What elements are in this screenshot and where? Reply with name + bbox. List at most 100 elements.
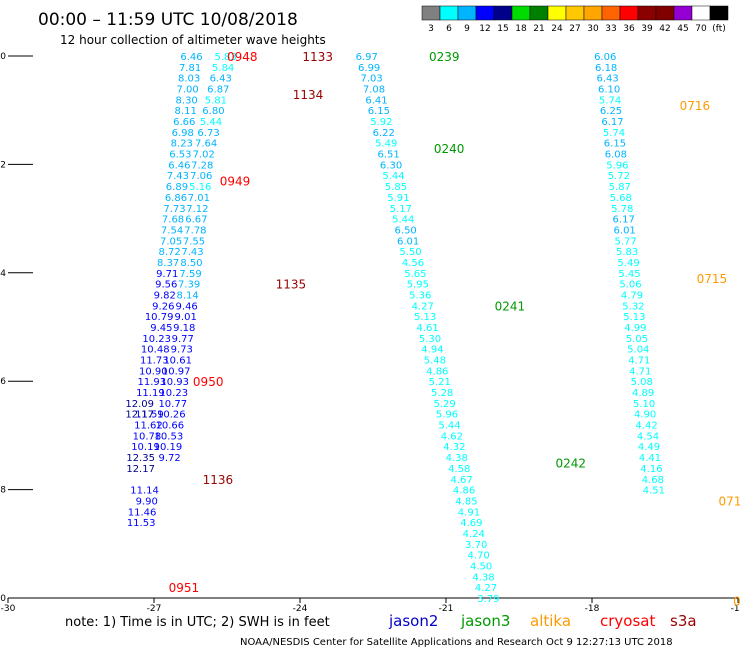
swh-point: 4.24 — [463, 529, 485, 540]
swh-point: 6.73 — [197, 128, 219, 139]
colorbar-swatch — [457, 5, 477, 21]
legend-item: altika — [530, 612, 571, 630]
pass-time-label: 1135 — [276, 278, 307, 292]
swh-point: 4.38 — [472, 572, 494, 583]
swh-point: 4.79 — [621, 290, 643, 301]
swh-point: 5.44 — [438, 421, 460, 432]
swh-point: 4.61 — [416, 323, 438, 334]
swh-point: 11.53 — [127, 518, 156, 529]
swh-point: 5.28 — [431, 388, 453, 399]
swh-point: 10.26 — [157, 410, 186, 421]
colorbar-tick-label: 45 — [677, 24, 688, 34]
swh-point: 5.91 — [387, 193, 409, 204]
swh-point: 10.23 — [159, 388, 188, 399]
color-scale-bar: 3 6 9 12 15 18 21 24 27 30 33 36 39 42 45 70 (ft) — [421, 5, 729, 34]
swh-point: 7.02 — [193, 150, 215, 161]
satellite-legend: jason2 jason3 altika cryosat s3a — [388, 612, 697, 630]
swh-point: 7.54 — [161, 225, 183, 236]
colorbar-tick-label: 12 — [479, 24, 490, 34]
swh-point: 6.22 — [373, 128, 395, 139]
swh-point: 9.26 — [152, 301, 174, 312]
swh-point: 7.28 — [191, 160, 213, 171]
swh-point: 9.77 — [172, 334, 194, 345]
swh-point: 5.96 — [436, 410, 458, 421]
pass-time-label: 1133 — [302, 50, 333, 64]
swh-point: 4.27 — [475, 583, 497, 594]
swh-point: 7.59 — [179, 269, 201, 280]
pass-time-label: 0239 — [429, 50, 460, 64]
swh-point: 7.64 — [195, 139, 217, 150]
swh-point: 5.13 — [623, 312, 645, 323]
swh-point: 6.86 — [165, 193, 187, 204]
x-tick-label: -27 — [147, 604, 162, 614]
x-tick-label: -30 — [1, 604, 16, 614]
swh-point: 4.91 — [458, 507, 480, 518]
swh-point: 10.19 — [154, 442, 183, 453]
x-tick-label: -24 — [293, 604, 308, 614]
x-tick-label: -15 — [731, 604, 740, 614]
colorbar-tick-label: 27 — [569, 24, 580, 34]
swh-point: 4.69 — [460, 518, 482, 529]
swh-point: 6.15 — [368, 106, 390, 117]
swh-point: 5.32 — [622, 301, 644, 312]
swh-point: 11.73 — [140, 356, 169, 367]
swh-point: 7.01 — [188, 193, 210, 204]
y-tick-label: -20 — [0, 594, 6, 604]
swh-point: 5.17 — [390, 204, 412, 215]
swh-point: 10.97 — [162, 366, 191, 377]
swh-point: 5.49 — [375, 139, 397, 150]
colorbar-tick-label: 39 — [641, 24, 653, 34]
swh-point: 5.04 — [627, 345, 649, 356]
swh-point: 5.49 — [617, 258, 639, 269]
y-tick-label: -16 — [0, 377, 6, 387]
colorbar-tick-label: 42 — [659, 24, 670, 34]
swh-point: 8.03 — [178, 74, 200, 85]
swh-point: 5.44 — [392, 215, 414, 226]
colorbar-swatch — [475, 5, 495, 21]
swh-point: 5.21 — [429, 377, 451, 388]
swh-point: 7.08 — [363, 85, 385, 96]
swh-point: 11.14 — [130, 486, 159, 497]
swh-point: 6.25 — [600, 106, 622, 117]
swh-point: 7.06 — [190, 171, 212, 182]
colorbar-tick-label: 33 — [605, 24, 616, 34]
swh-point: 7.68 — [162, 215, 184, 226]
swh-point: 7.78 — [184, 225, 206, 236]
swh-point: 9.71 — [156, 269, 178, 280]
swh-point: 4.89 — [632, 388, 654, 399]
swh-point: 7.12 — [186, 204, 208, 215]
swh-point: 4.85 — [455, 496, 477, 507]
swh-point: 5.68 — [610, 193, 632, 204]
swh-point: 12.17 — [125, 410, 154, 421]
swh-point: 6.17 — [601, 117, 623, 128]
swh-point: 9.18 — [173, 323, 195, 334]
swh-point: 5.44 — [200, 117, 222, 128]
swh-point: 6.97 — [356, 52, 378, 63]
plot-axes: -30 -27 -24 -21 -18 -15 -10 -12 -14 -16 -18 -20 — [0, 52, 740, 614]
swh-point: 5.45 — [618, 269, 640, 280]
swh-point: 9.90 — [136, 496, 158, 507]
swh-point: 4.67 — [451, 475, 473, 486]
colorbar-swatch — [655, 5, 675, 21]
colorbar-tick-label: 9 — [464, 24, 470, 34]
swh-point: 4.41 — [639, 453, 661, 464]
legend-item: jason2 — [388, 612, 438, 630]
colorbar-tick-label: (ft) — [712, 24, 726, 34]
colorbar-swatch — [493, 5, 513, 21]
swh-point: 7.39 — [178, 280, 200, 291]
swh-point: 6.30 — [380, 160, 402, 171]
swh-point: 5.06 — [619, 280, 641, 291]
swh-point: 10.23 — [142, 334, 171, 345]
swh-point: 11.93 — [138, 377, 167, 388]
y-tick-label: -14 — [0, 269, 6, 279]
swh-point: 4.86 — [426, 366, 448, 377]
pass-time-label: 0949 — [220, 175, 251, 189]
swh-point: 3.70 — [465, 540, 487, 551]
swh-point: 6.80 — [202, 106, 224, 117]
colorbar-tick-label: 15 — [497, 24, 508, 34]
swh-point: 4.38 — [446, 453, 468, 464]
swh-point: 4.68 — [642, 475, 664, 486]
swh-point: 6.18 — [595, 63, 617, 74]
swh-point: 5.92 — [370, 117, 392, 128]
swh-point: 10.79 — [145, 312, 174, 323]
